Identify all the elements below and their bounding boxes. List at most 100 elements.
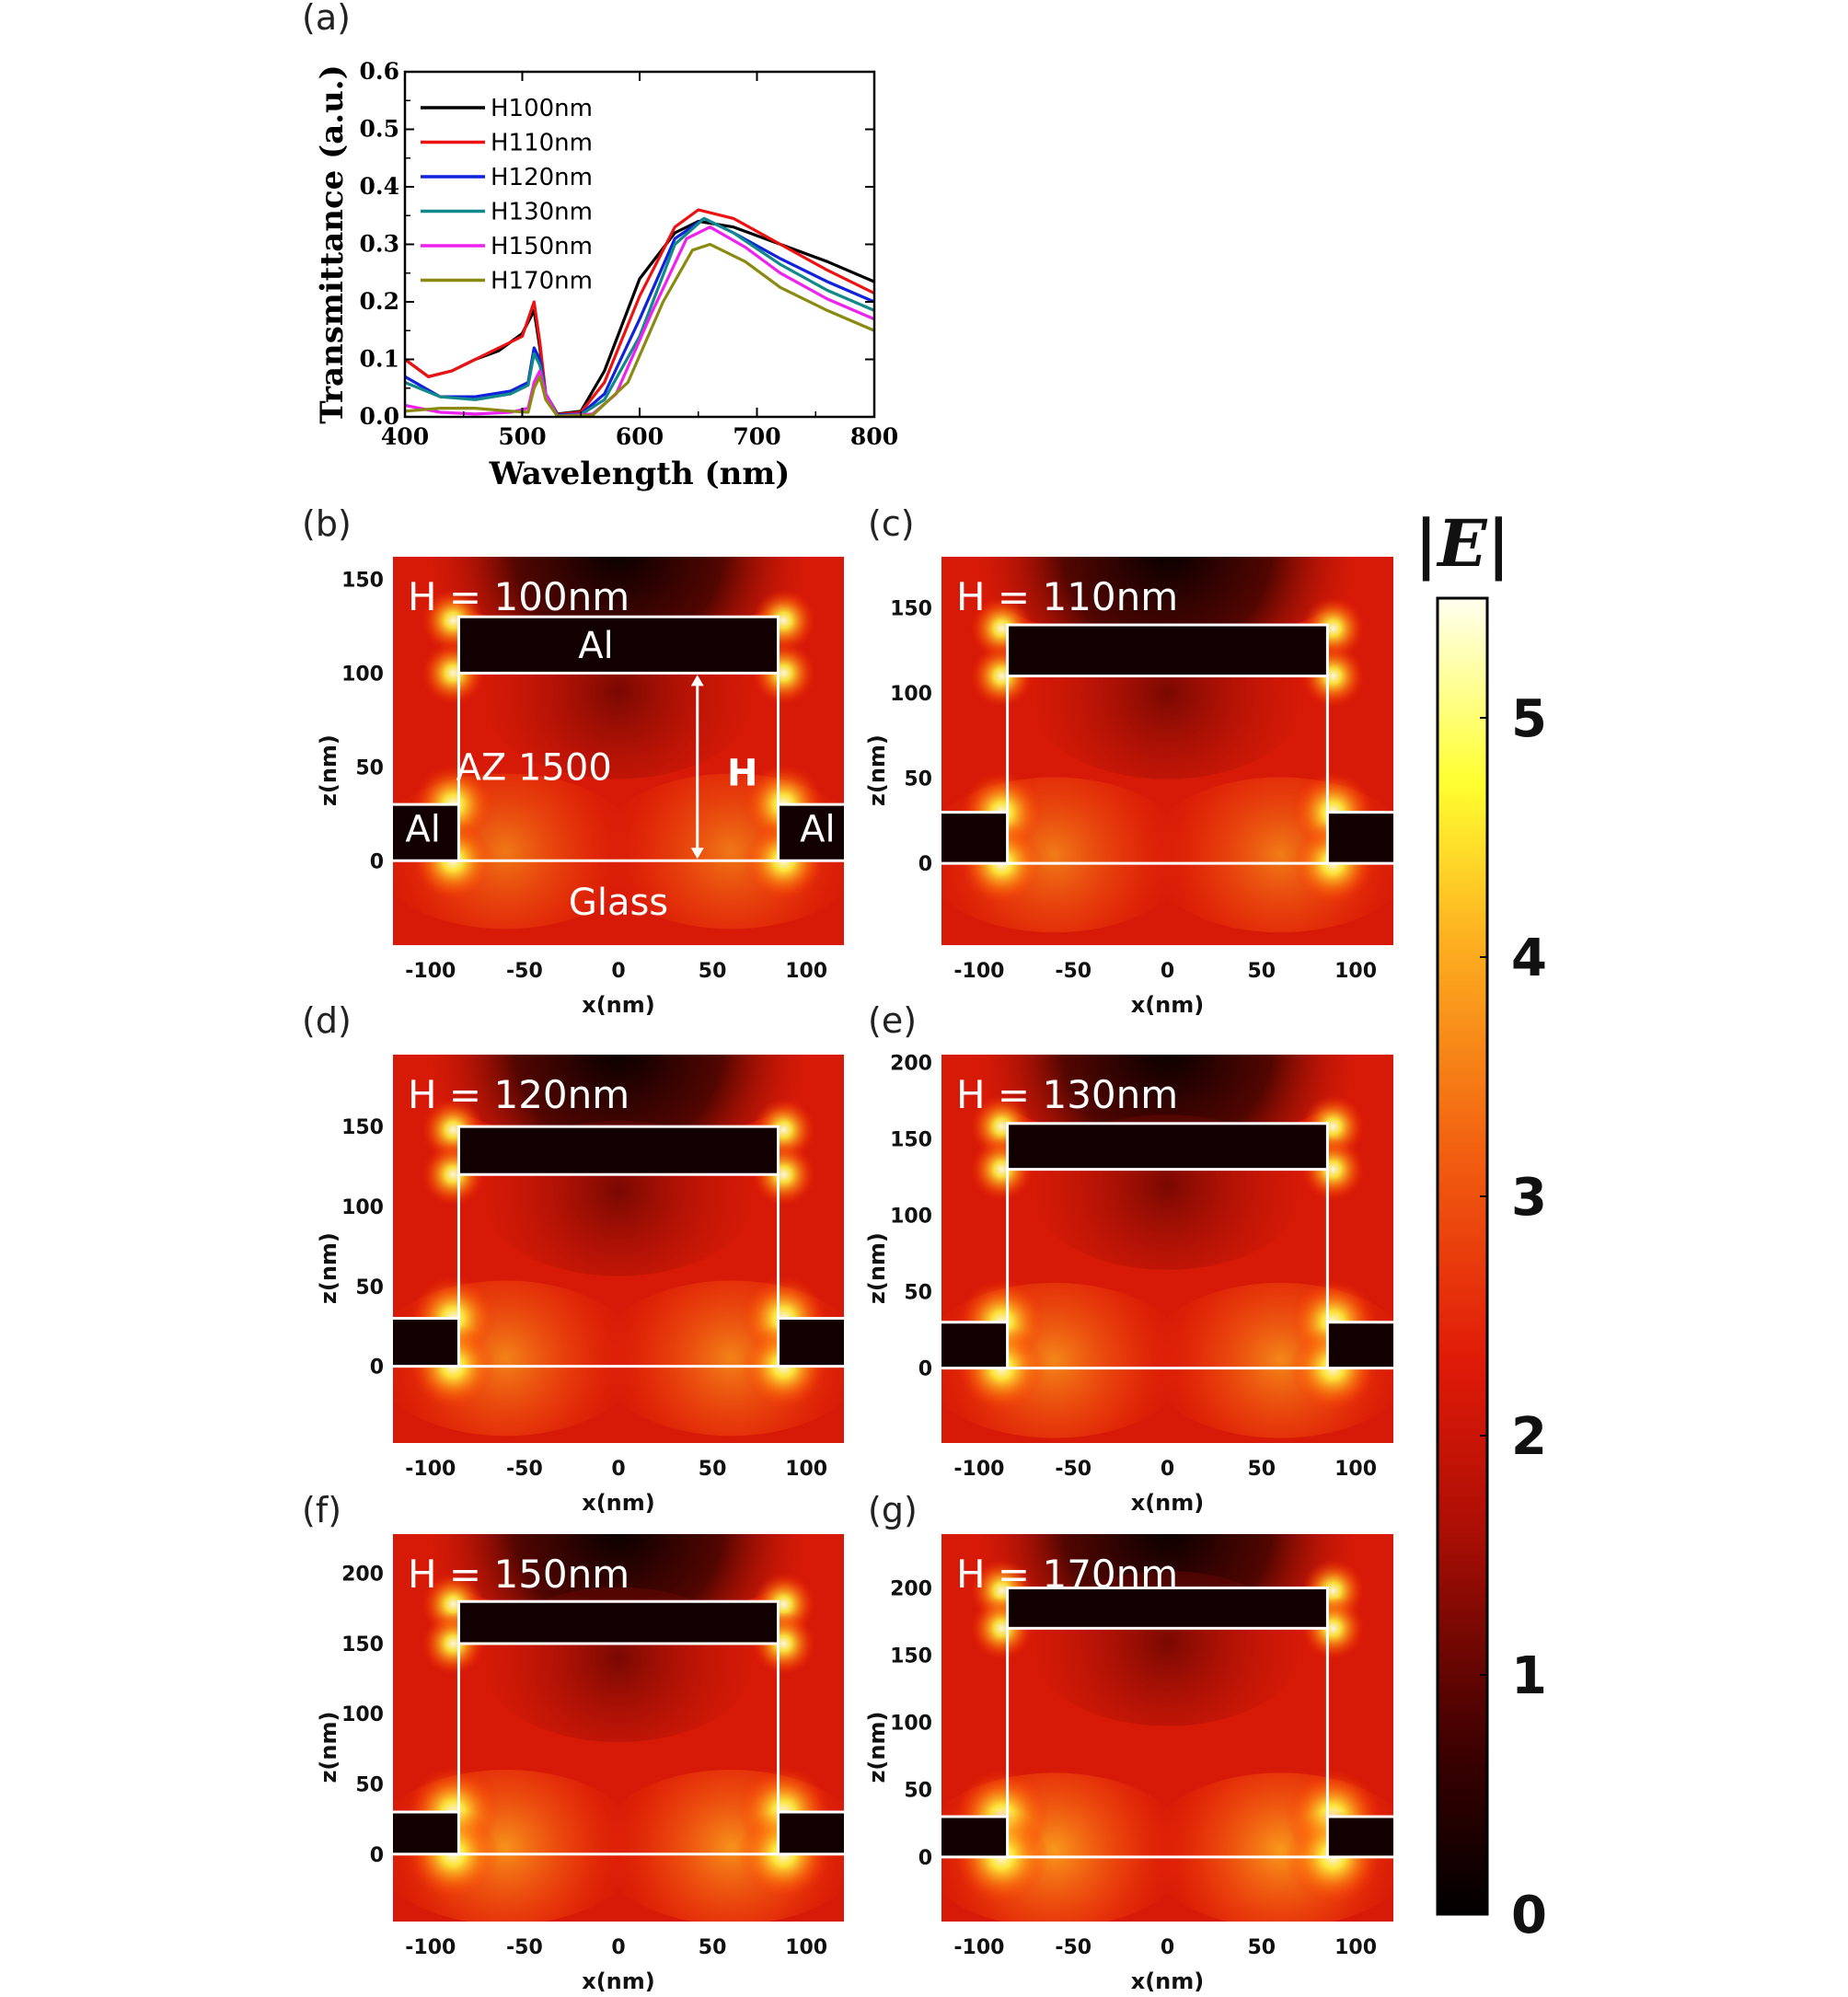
x-tick-label: -100 bbox=[953, 1936, 1004, 1959]
legend-label-H130nm: H130nm bbox=[491, 199, 593, 226]
y-axis-label: z(nm) bbox=[316, 734, 341, 806]
y-tick-label: 200 bbox=[890, 1052, 932, 1075]
field-panel-g: (g) H = 170nm -100 -50 0 50 100 0 50 100 150 200 x(n… bbox=[864, 1490, 1393, 1994]
colorbar: 0 1 2 3 4 5 |E| bbox=[1415, 505, 1547, 1945]
y-axis-label: z(nm) bbox=[316, 1232, 341, 1304]
x-axis-label: Wavelength (nm) bbox=[489, 456, 791, 492]
y-tick-label: 50 bbox=[355, 756, 384, 779]
x-tick-label: -100 bbox=[405, 960, 456, 983]
y-tick-label: 100 bbox=[341, 663, 384, 686]
height-arrow-head-up bbox=[690, 675, 704, 687]
x-tick-label: 600 bbox=[616, 423, 664, 450]
al-right-block-fill bbox=[778, 1318, 844, 1367]
x-axis-label: x(nm) bbox=[582, 1968, 655, 1994]
x-tick-label: 0 bbox=[1161, 1936, 1174, 1959]
x-tick-label: -50 bbox=[1055, 1458, 1091, 1481]
annotation-resist: AZ 1500 bbox=[456, 746, 611, 789]
y-tick-label: 50 bbox=[904, 1780, 932, 1803]
al-top-bar-fill bbox=[1007, 625, 1328, 676]
y-tick-label: 0 bbox=[370, 1844, 384, 1867]
x-tick-label: 50 bbox=[1247, 1936, 1276, 1959]
x-tick-label: -50 bbox=[506, 1936, 543, 1959]
y-axis-label: z(nm) bbox=[864, 1232, 890, 1304]
y-tick-label: 0 bbox=[370, 1356, 384, 1379]
height-label: H = 170nm bbox=[956, 1552, 1178, 1597]
legend-label-H150nm: H150nm bbox=[491, 233, 593, 260]
annotation-al-left: Al bbox=[405, 809, 440, 851]
field-map-image bbox=[393, 557, 844, 945]
al-right-block-fill bbox=[1327, 812, 1393, 864]
colorbar-tick-label: 1 bbox=[1511, 1646, 1547, 1706]
x-tick-label: 100 bbox=[785, 1458, 827, 1481]
panel-label-a: (a) bbox=[302, 0, 351, 38]
y-tick-label: 50 bbox=[355, 1774, 384, 1797]
field-map-image bbox=[941, 1534, 1393, 1922]
y-tick-label: 200 bbox=[341, 1564, 384, 1587]
x-tick-label: 500 bbox=[498, 423, 546, 450]
x-tick-label: 100 bbox=[785, 960, 827, 983]
colorbar-tick-label: 2 bbox=[1511, 1407, 1547, 1467]
x-tick-label: 100 bbox=[1334, 1458, 1377, 1481]
x-axis-label: x(nm) bbox=[1131, 992, 1205, 1018]
y-tick-label: 0 bbox=[370, 850, 384, 873]
al-left-block-fill bbox=[393, 1318, 459, 1367]
panel-label: (e) bbox=[868, 1000, 917, 1041]
y-tick-label: 100 bbox=[341, 1196, 384, 1219]
x-tick-label: 50 bbox=[699, 960, 727, 983]
y-tick-label: 50 bbox=[355, 1276, 384, 1299]
y-tick-label: 150 bbox=[341, 569, 384, 592]
al-left-block-fill bbox=[941, 812, 1008, 864]
x-tick-label: 0 bbox=[1161, 960, 1174, 983]
field-panel-b: (b) H = 100nm Al AZ 1500 Glass Al Al H -100 -50 0 5… bbox=[302, 503, 844, 1018]
y-tick-label: 150 bbox=[341, 1633, 384, 1656]
y-tick-label: 100 bbox=[890, 1205, 932, 1228]
y-tick-label: 50 bbox=[904, 768, 932, 791]
x-tick-label: 0 bbox=[611, 1458, 625, 1481]
field-map-image bbox=[941, 1055, 1393, 1443]
y-tick-label: 0.6 bbox=[360, 58, 400, 85]
colorbar-tick-label: 3 bbox=[1511, 1168, 1547, 1228]
dark-lobe-top bbox=[415, 1534, 822, 1621]
field-panel-f: (f) H = 150nm -100 -50 0 50 100 0 50 100 150 200 x(n… bbox=[302, 1490, 844, 1994]
al-left-block-fill bbox=[941, 1816, 1008, 1857]
x-tick-label: 50 bbox=[699, 1936, 727, 1959]
series-line-H120nm bbox=[405, 216, 874, 417]
annotation-al-top: Al bbox=[578, 625, 613, 667]
x-tick-label: 0 bbox=[611, 1936, 625, 1959]
al-top-bar-fill bbox=[458, 1126, 779, 1175]
al-right-block-fill bbox=[1327, 1816, 1393, 1857]
height-arrow-head-down bbox=[690, 848, 704, 860]
height-label: H = 120nm bbox=[408, 1072, 629, 1117]
panel-label: (f) bbox=[302, 1490, 341, 1530]
x-tick-label: -100 bbox=[953, 960, 1004, 983]
annotation-al-right: Al bbox=[800, 809, 835, 851]
y-axis-label: z(nm) bbox=[316, 1712, 341, 1783]
annotation-height: H bbox=[727, 752, 757, 794]
height-label: H = 130nm bbox=[956, 1072, 1178, 1117]
x-tick-label: -50 bbox=[1055, 960, 1091, 983]
al-top-bar-fill bbox=[1007, 1587, 1328, 1629]
x-tick-label: 50 bbox=[1247, 960, 1276, 983]
colorbar-tick-label: 0 bbox=[1511, 1886, 1547, 1945]
x-tick-label: 100 bbox=[1334, 1936, 1377, 1959]
y-tick-label: 0 bbox=[918, 853, 932, 876]
panel-label: (g) bbox=[868, 1490, 918, 1530]
x-tick-label: -50 bbox=[1055, 1936, 1091, 1959]
al-right-block-fill bbox=[778, 804, 844, 861]
x-tick-label: 400 bbox=[381, 423, 429, 450]
y-tick-label: 0.2 bbox=[360, 288, 400, 315]
dark-lobe-top bbox=[415, 1055, 822, 1146]
y-tick-label: 0.3 bbox=[360, 231, 400, 258]
field-panel-e: (e) H = 130nm -100 -50 0 50 100 0 50 100 150 200 x(n… bbox=[864, 1000, 1393, 1516]
al-left-block-fill bbox=[393, 1812, 459, 1854]
colorbar-title: |E| bbox=[1415, 505, 1510, 582]
transmittance-chart: (a) 400 500 600 700 800 0.0 0.1 0.2 0.3 0.4 0.5 0.6 W… bbox=[302, 0, 898, 492]
y-axis-label: Transmittance (a.u.) bbox=[314, 64, 351, 423]
al-top-bar-outline bbox=[456, 1599, 780, 1645]
field-panel-c: (c) H = 110nm -100 -50 0 50 100 0 50 100 150 x(nm) z… bbox=[864, 503, 1393, 1018]
y-tick-label: 0.5 bbox=[360, 116, 400, 143]
dark-lobe-top bbox=[964, 557, 1371, 644]
y-tick-label: 150 bbox=[890, 598, 932, 621]
y-tick-label: 0 bbox=[918, 1358, 932, 1381]
y-tick-label: 150 bbox=[341, 1116, 384, 1139]
